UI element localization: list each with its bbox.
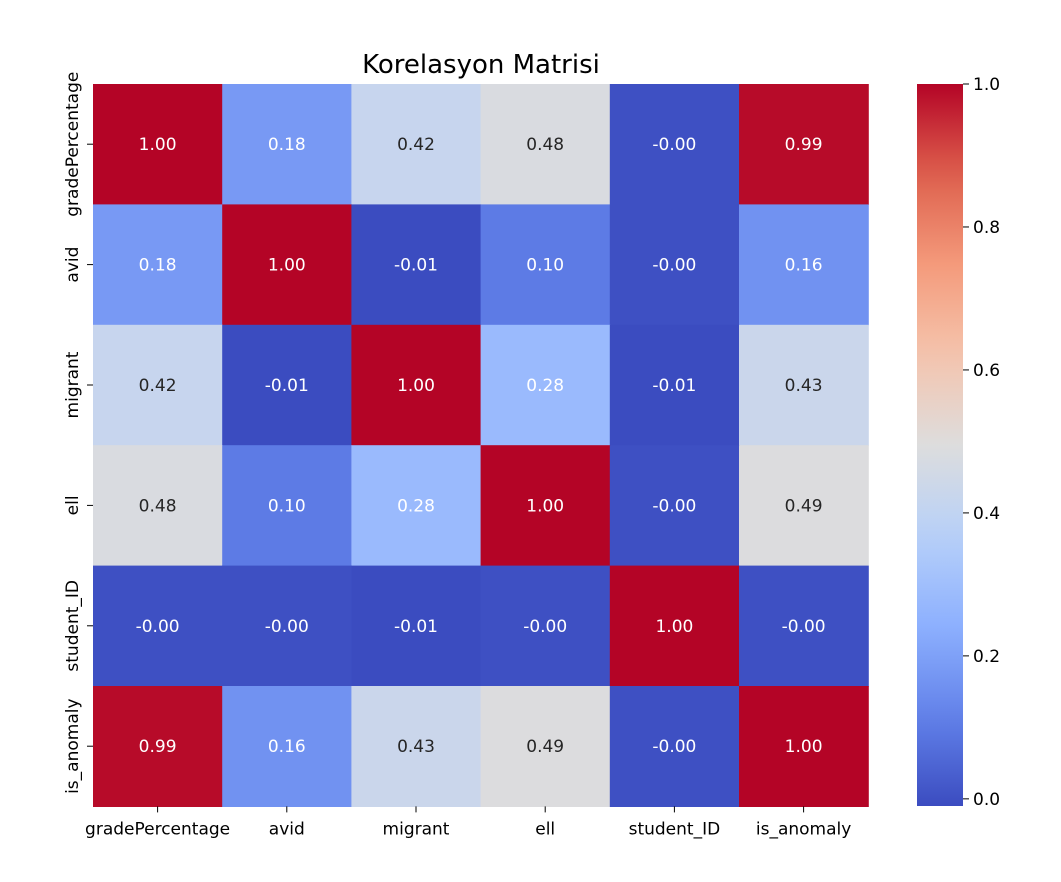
colorbar-tick-label: 0.6 xyxy=(973,361,1000,381)
colorbar-tick-label: 0.8 xyxy=(973,218,1000,238)
heatmap-cell xyxy=(351,84,482,205)
x-tick-label: gradePercentage xyxy=(85,819,230,839)
cell-annotation: 0.48 xyxy=(526,135,564,155)
cell-annotation: 0.18 xyxy=(268,135,306,155)
heatmap-cell xyxy=(93,565,223,687)
cell-annotation: 0.99 xyxy=(785,135,823,155)
cell-annotation: -0.01 xyxy=(394,617,438,637)
cell-annotation: 1.00 xyxy=(139,135,177,155)
heatmap-cell xyxy=(222,324,352,446)
cell-annotation: 1.00 xyxy=(526,496,564,516)
y-tick-label: migrant xyxy=(63,351,83,418)
cell-annotation: 0.10 xyxy=(268,496,306,516)
heatmap-cell xyxy=(480,204,611,326)
heatmap-cell xyxy=(93,445,223,567)
y-tick-label: avid xyxy=(63,247,83,283)
cell-annotation: -0.01 xyxy=(265,376,309,396)
cell-annotation: -0.00 xyxy=(652,256,696,276)
heatmap-cell xyxy=(351,324,482,446)
cell-annotation: -0.00 xyxy=(652,135,696,155)
x-tick-label: avid xyxy=(269,819,305,839)
cell-annotation: 1.00 xyxy=(785,737,823,757)
colorbar-tick-label: 0.0 xyxy=(973,790,1000,810)
y-tick-label: gradePercentage xyxy=(63,72,83,217)
heatmap-annotations: 1.00 0.18 0.42 0.48 -0.00 0.99 0.18 1.00 -0.01 0.… xyxy=(136,135,826,757)
cell-annotation: 0.28 xyxy=(526,376,564,396)
x-tick-label: migrant xyxy=(383,819,450,839)
heatmap-cell xyxy=(480,686,611,807)
heatmap-cell xyxy=(739,445,869,567)
heatmap-cell xyxy=(739,565,869,687)
heatmap-cell xyxy=(93,324,223,446)
heatmap-cell xyxy=(609,445,740,567)
heatmap-cell xyxy=(609,565,740,687)
heatmap-cell xyxy=(351,565,482,687)
cell-annotation: 0.42 xyxy=(139,376,177,396)
cell-annotation: -0.01 xyxy=(394,256,438,276)
cell-annotation: 0.42 xyxy=(397,135,435,155)
chart-title: Korelasyon Matrisi xyxy=(362,50,600,80)
cell-annotation: 0.48 xyxy=(139,496,177,516)
heatmap-cell xyxy=(609,84,740,205)
cell-annotation: -0.00 xyxy=(523,617,567,637)
cell-annotation: -0.01 xyxy=(652,376,696,396)
cell-annotation: -0.00 xyxy=(136,617,180,637)
heatmap-cell xyxy=(351,204,482,326)
cell-annotation: 0.16 xyxy=(268,737,306,757)
heatmap-cell xyxy=(351,686,482,807)
cell-annotation: 1.00 xyxy=(397,376,435,396)
colorbar-tick-label: 0.4 xyxy=(973,504,1000,524)
cell-annotation: 0.49 xyxy=(785,496,823,516)
heatmap-cell xyxy=(93,204,223,326)
heatmap-cell xyxy=(739,204,869,326)
heatmap-cell xyxy=(351,445,482,567)
y-tick-label: ell xyxy=(63,495,83,515)
y-axis: gradePercentage avid migrant ell student_IDi… xyxy=(63,72,93,794)
heatmap-cell xyxy=(222,686,352,807)
cell-annotation: 0.10 xyxy=(526,256,564,276)
cell-annotation: -0.00 xyxy=(782,617,826,637)
x-tick-label: student_ID xyxy=(629,819,721,839)
x-tick-label: is_anomaly xyxy=(756,819,851,839)
heatmap-cell xyxy=(609,324,740,446)
heatmap-cell xyxy=(93,686,223,807)
heatmap-cell xyxy=(222,204,352,326)
cell-annotation: -0.00 xyxy=(652,496,696,516)
colorbar: 0.0 0.2 0.4 0.6 0.8 1.0 xyxy=(917,75,1000,810)
heatmap-cell xyxy=(480,324,611,446)
y-tick-label: student_ID xyxy=(63,580,83,672)
cell-annotation: -0.00 xyxy=(652,737,696,757)
heatmap-cell xyxy=(739,84,869,205)
cell-annotation: 1.00 xyxy=(268,256,306,276)
colorbar-gradient xyxy=(917,84,963,806)
cell-annotation: 0.18 xyxy=(139,256,177,276)
cell-annotation: 0.99 xyxy=(139,737,177,757)
cell-annotation: 1.00 xyxy=(655,617,693,637)
cell-annotation: 0.49 xyxy=(526,737,564,757)
cell-annotation: -0.00 xyxy=(265,617,309,637)
heatmap-cell xyxy=(739,686,869,807)
heatmap-cell xyxy=(609,686,740,807)
heatmap-cell xyxy=(739,324,869,446)
heatmap-cell xyxy=(480,445,611,567)
y-tick-label: is_anomaly xyxy=(63,698,83,793)
heatmap-cell xyxy=(93,84,223,205)
heatmap-cell xyxy=(222,445,352,567)
cell-annotation: 0.43 xyxy=(397,737,435,757)
heatmap-cell xyxy=(222,84,352,205)
heatmap-cell xyxy=(609,204,740,326)
x-axis: gradePercentage avid migrant ell student_ID i… xyxy=(85,806,851,839)
cell-annotation: 0.43 xyxy=(785,376,823,396)
heatmap-cell xyxy=(480,84,611,205)
x-tick-label: ell xyxy=(535,819,555,839)
heatmap-cells xyxy=(93,84,869,807)
heatmap-cell xyxy=(480,565,611,687)
cell-annotation: 0.28 xyxy=(397,496,435,516)
cell-annotation: 0.16 xyxy=(785,256,823,276)
heatmap-cell xyxy=(222,565,352,687)
colorbar-tick-label: 0.2 xyxy=(973,647,1000,667)
colorbar-tick-label: 1.0 xyxy=(973,75,1000,95)
